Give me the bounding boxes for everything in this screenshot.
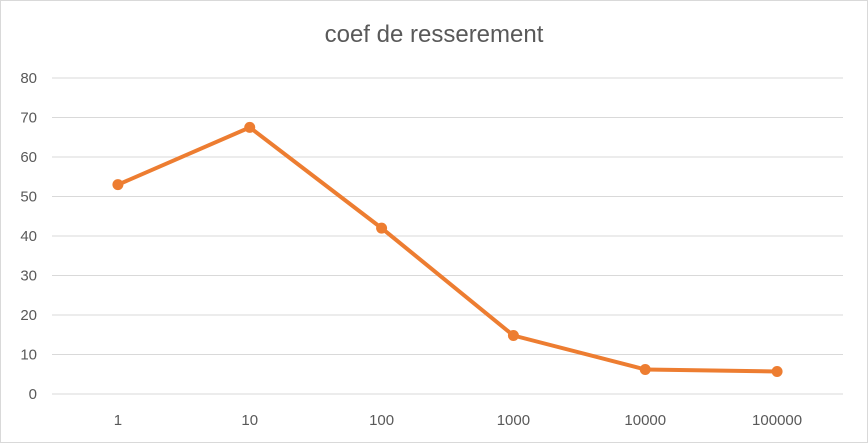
x-tick-label: 1 xyxy=(114,412,122,429)
x-tick-label: 10000 xyxy=(624,412,666,429)
y-tick-label: 30 xyxy=(20,268,37,285)
data-point xyxy=(507,330,519,342)
x-tick-label: 1000 xyxy=(497,412,530,429)
x-tick-label: 10 xyxy=(241,412,258,429)
x-tick-label: 100 xyxy=(369,412,394,429)
data-point xyxy=(639,364,651,376)
y-tick-label: 80 xyxy=(20,70,37,87)
data-point xyxy=(244,121,256,133)
y-tick-label: 50 xyxy=(20,189,37,206)
data-point xyxy=(376,222,388,234)
y-tick-label: 40 xyxy=(20,228,37,245)
series-line xyxy=(115,125,780,374)
y-tick-label: 70 xyxy=(20,110,37,127)
x-tick-label: 100000 xyxy=(752,412,802,429)
y-tick-label: 0 xyxy=(29,386,37,403)
y-tick-label: 10 xyxy=(20,347,37,364)
chart-title: coef de resserement xyxy=(324,21,544,48)
y-tick-label: 60 xyxy=(20,149,37,166)
data-point xyxy=(771,365,783,377)
data-point xyxy=(112,179,124,191)
y-tick-label: 20 xyxy=(20,307,37,324)
